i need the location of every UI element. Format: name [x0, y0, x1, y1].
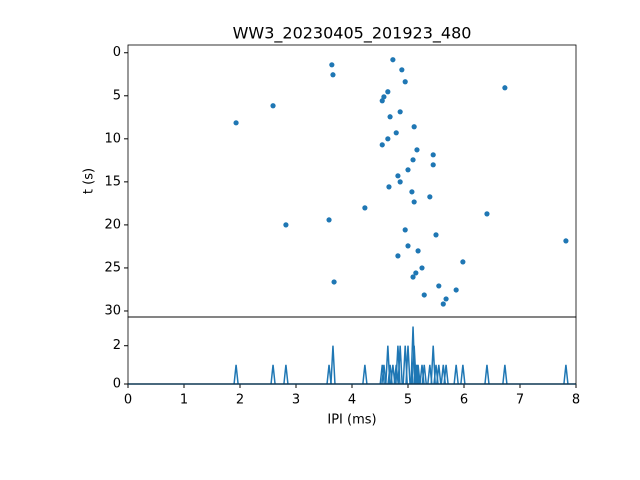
point	[436, 283, 442, 289]
point	[414, 147, 420, 153]
y-tick-label: 5	[113, 88, 121, 103]
spike	[502, 364, 508, 385]
point	[397, 179, 403, 185]
point	[330, 72, 336, 78]
y-tick-label: 0	[113, 377, 121, 392]
point	[379, 98, 385, 104]
point	[563, 238, 569, 244]
point	[331, 279, 337, 285]
spike	[410, 326, 416, 385]
point	[484, 211, 490, 217]
point	[460, 259, 466, 265]
spike	[233, 364, 239, 385]
y-tick-label: 2	[113, 338, 121, 353]
point	[385, 89, 391, 95]
spike	[460, 364, 466, 385]
point	[427, 194, 433, 200]
point	[283, 222, 289, 228]
x-tick-label: 6	[460, 393, 468, 408]
point	[385, 136, 391, 142]
point	[393, 130, 399, 136]
x-tick-label: 4	[348, 393, 356, 408]
point	[395, 173, 401, 179]
y-tick-label: 30	[104, 303, 121, 318]
x-tick-label: 0	[124, 393, 132, 408]
spike	[453, 364, 459, 385]
point	[411, 199, 417, 205]
spike	[405, 345, 411, 385]
x-tick-label: 3	[292, 393, 300, 408]
spike	[362, 364, 368, 385]
y-tick-label: 10	[104, 131, 121, 146]
point	[411, 124, 417, 130]
point	[410, 274, 416, 280]
chart-title: WW3_20230405_201923_480	[233, 24, 472, 44]
y-tick-label: 15	[104, 174, 121, 189]
point	[395, 253, 401, 259]
spike	[397, 345, 403, 385]
spike	[326, 364, 332, 385]
x-tick-label: 1	[180, 393, 188, 408]
y-tick-label: 20	[104, 217, 121, 232]
point	[397, 109, 403, 115]
point	[430, 162, 436, 168]
spike	[270, 364, 276, 385]
point	[381, 94, 387, 100]
spike	[415, 364, 421, 385]
point	[379, 142, 385, 148]
y-axis-label: t (s)	[82, 168, 97, 194]
y-tick-label: 0	[113, 45, 121, 60]
point	[329, 62, 335, 68]
point	[402, 227, 408, 233]
point	[440, 301, 446, 307]
point	[233, 120, 239, 126]
point	[390, 57, 396, 63]
point	[433, 232, 439, 238]
x-tick-label: 2	[236, 393, 244, 408]
point	[415, 248, 421, 254]
x-tick-label: 7	[516, 393, 524, 408]
point	[453, 287, 459, 293]
point	[421, 292, 427, 298]
x-axis-label: IPI (ms)	[327, 413, 376, 428]
point	[386, 184, 392, 190]
spike	[563, 364, 569, 385]
x-tick-label: 8	[572, 393, 580, 408]
spike	[430, 345, 436, 385]
axes-frame	[127, 316, 577, 385]
point	[413, 270, 419, 276]
point	[405, 243, 411, 249]
point	[410, 157, 416, 163]
x-tick-label: 5	[404, 393, 412, 408]
point	[402, 79, 408, 85]
point	[430, 152, 436, 158]
spike	[381, 364, 387, 385]
spike	[484, 364, 490, 385]
point	[502, 85, 508, 91]
point	[443, 296, 449, 302]
point	[362, 205, 368, 211]
spike	[414, 364, 420, 385]
spike	[379, 364, 385, 385]
y-tick-label: 25	[104, 260, 121, 275]
spike	[421, 364, 427, 385]
spike	[330, 345, 336, 385]
point	[387, 114, 393, 120]
point	[399, 67, 405, 73]
point	[409, 189, 415, 195]
point	[405, 167, 411, 173]
point	[419, 265, 425, 271]
point	[270, 103, 276, 109]
spike	[443, 364, 449, 385]
spike	[283, 364, 289, 385]
spike	[436, 364, 442, 385]
point	[326, 217, 332, 223]
